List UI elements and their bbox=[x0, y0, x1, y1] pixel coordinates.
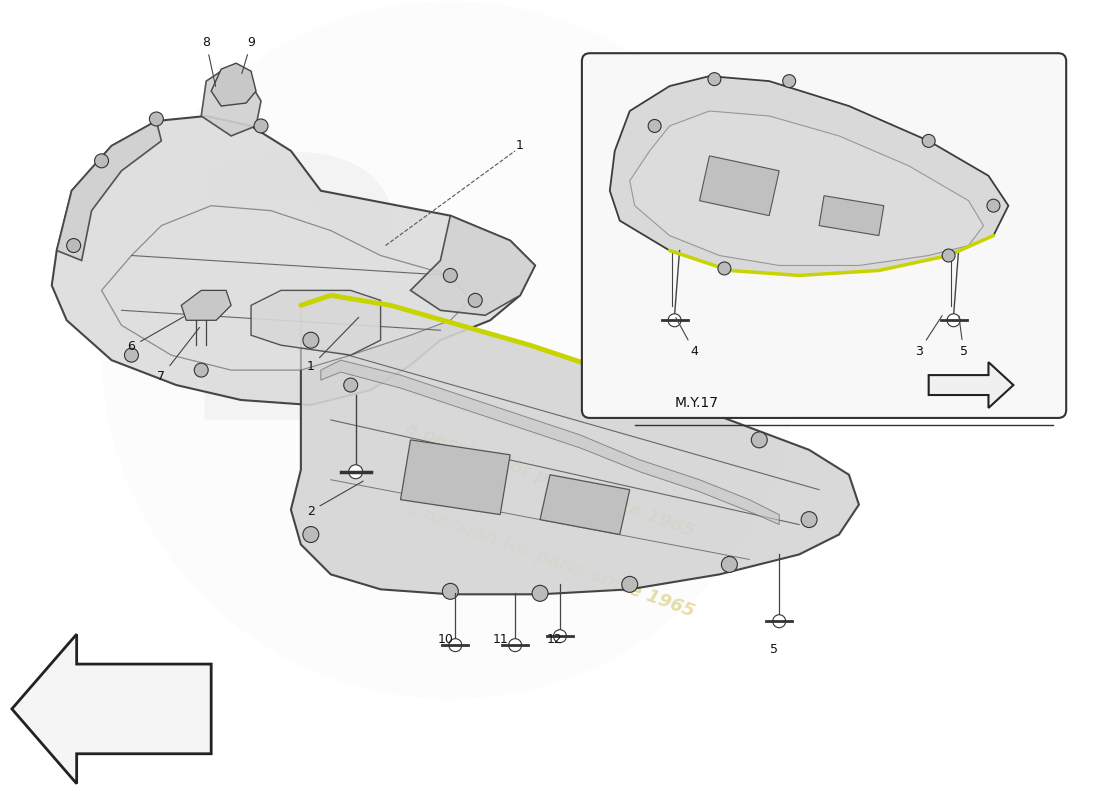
Text: 1: 1 bbox=[307, 318, 359, 373]
Circle shape bbox=[532, 586, 548, 602]
Circle shape bbox=[449, 638, 462, 652]
Circle shape bbox=[708, 73, 720, 86]
Text: 1: 1 bbox=[516, 139, 524, 152]
Circle shape bbox=[349, 465, 363, 478]
Circle shape bbox=[922, 134, 935, 147]
Circle shape bbox=[443, 269, 458, 282]
FancyBboxPatch shape bbox=[582, 54, 1066, 418]
Circle shape bbox=[254, 119, 268, 133]
Circle shape bbox=[668, 314, 681, 326]
Circle shape bbox=[302, 526, 319, 542]
Circle shape bbox=[783, 74, 795, 87]
Text: 5: 5 bbox=[959, 316, 968, 358]
Polygon shape bbox=[700, 156, 779, 216]
Polygon shape bbox=[182, 290, 231, 320]
Polygon shape bbox=[540, 474, 629, 534]
Polygon shape bbox=[400, 440, 510, 514]
Circle shape bbox=[442, 583, 459, 599]
Polygon shape bbox=[629, 111, 983, 266]
Text: 2: 2 bbox=[175, 146, 427, 494]
Text: 9: 9 bbox=[242, 36, 255, 74]
Polygon shape bbox=[321, 360, 779, 525]
Text: a passion for parts since 1965: a passion for parts since 1965 bbox=[403, 498, 697, 620]
Circle shape bbox=[553, 630, 566, 642]
Circle shape bbox=[150, 112, 163, 126]
Circle shape bbox=[947, 314, 960, 326]
Circle shape bbox=[67, 238, 80, 253]
Circle shape bbox=[469, 294, 482, 307]
Polygon shape bbox=[201, 71, 261, 136]
Circle shape bbox=[801, 512, 817, 527]
Circle shape bbox=[124, 348, 139, 362]
Text: 12: 12 bbox=[547, 633, 563, 646]
Text: 5: 5 bbox=[770, 642, 778, 656]
Polygon shape bbox=[410, 216, 535, 315]
Polygon shape bbox=[101, 206, 471, 370]
Polygon shape bbox=[820, 196, 883, 235]
Polygon shape bbox=[609, 76, 1009, 275]
Polygon shape bbox=[928, 362, 1013, 408]
Text: 11: 11 bbox=[493, 633, 508, 646]
Circle shape bbox=[942, 249, 955, 262]
Circle shape bbox=[722, 557, 737, 572]
Polygon shape bbox=[12, 634, 211, 784]
Text: M.Y.17: M.Y.17 bbox=[674, 396, 718, 410]
Circle shape bbox=[621, 576, 638, 592]
Circle shape bbox=[302, 332, 319, 348]
Circle shape bbox=[987, 199, 1000, 212]
Circle shape bbox=[772, 614, 785, 628]
Polygon shape bbox=[251, 290, 381, 355]
Polygon shape bbox=[57, 121, 162, 261]
Circle shape bbox=[195, 363, 208, 377]
Circle shape bbox=[751, 432, 767, 448]
Text: 2: 2 bbox=[307, 481, 363, 518]
Polygon shape bbox=[290, 295, 859, 594]
Text: 4: 4 bbox=[675, 318, 698, 358]
Text: 6: 6 bbox=[128, 317, 184, 353]
Text: 7: 7 bbox=[157, 327, 199, 383]
Circle shape bbox=[718, 262, 730, 275]
Circle shape bbox=[101, 2, 799, 699]
Text: a passion for parts since 1965: a passion for parts since 1965 bbox=[403, 419, 697, 541]
Text: 3: 3 bbox=[915, 316, 942, 358]
Text: 10: 10 bbox=[438, 633, 453, 646]
Circle shape bbox=[95, 154, 109, 168]
Polygon shape bbox=[211, 63, 256, 106]
Circle shape bbox=[648, 119, 661, 133]
Circle shape bbox=[508, 638, 521, 652]
Polygon shape bbox=[52, 116, 535, 405]
Text: 8: 8 bbox=[202, 36, 216, 86]
Circle shape bbox=[343, 378, 358, 392]
